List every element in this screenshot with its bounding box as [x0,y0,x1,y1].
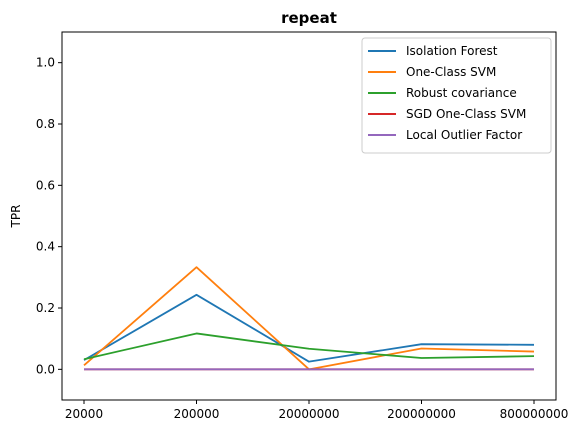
y-tick-label: 0.4 [36,240,55,254]
x-tick-label: 20000000 [278,407,339,421]
plot-frame [61,31,557,401]
legend-box [361,37,552,154]
series-line-isolation-forest [83,293,535,363]
y-tick-label: 0.6 [36,178,55,192]
legend-label: Local Outlier Factor [406,128,522,142]
x-tick-label: 200000 [174,407,220,421]
legend-label: One-Class SVM [406,65,496,79]
legend-label: Isolation Forest [406,44,498,58]
legend: Isolation Forest One-Class SVM Robust cova… [361,37,552,154]
y-tick-label: 0.0 [36,362,55,376]
series-lines [83,266,535,371]
chart-title: repeat [281,9,337,27]
legend-label: Robust covariance [406,86,517,100]
series-line-robust-covariance [83,332,535,361]
x-tick-label: 200000000 [387,407,456,421]
series-line-one-class-svm [83,266,535,371]
tick-labels: 20000 200000 20000000 200000000 800000000 0.0… [36,56,568,421]
y-axis-label: TPR [9,205,23,229]
y-tick-label: 1.0 [36,56,55,70]
x-tick-label: 20000 [65,407,103,421]
y-tick-label: 0.8 [36,117,55,131]
y-tick-label: 0.2 [36,301,55,315]
x-tick-label: 800000000 [500,407,569,421]
legend-label: SGD One-Class SVM [406,107,526,121]
